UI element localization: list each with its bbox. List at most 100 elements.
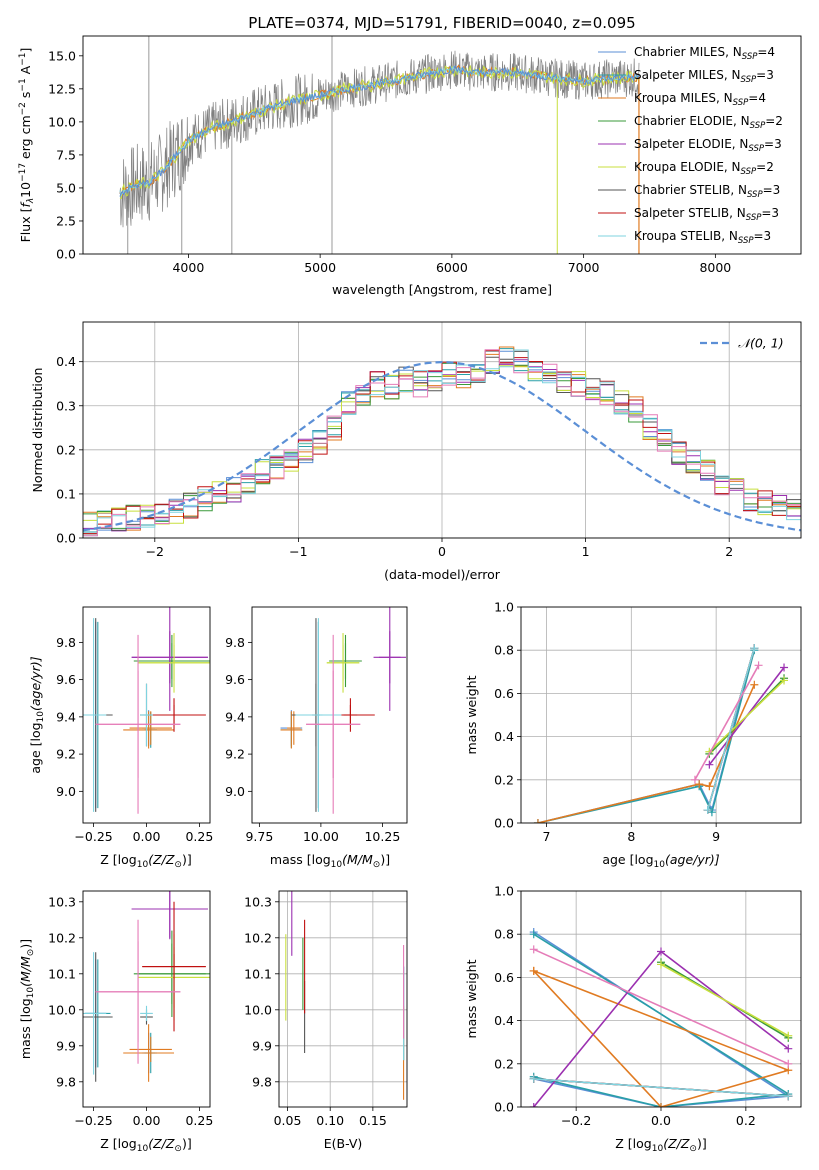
- axes-frame: [520, 606, 802, 824]
- x-tick-label: 5000: [304, 260, 336, 275]
- weight-marker: [533, 819, 542, 823]
- x-tick-label: 0.2: [736, 1113, 756, 1128]
- y-tick-label: 1.0: [494, 884, 514, 899]
- x-tick-label: 0.10: [316, 1113, 344, 1128]
- weight-marker: [690, 775, 699, 784]
- y-tick-label: 9.8: [252, 1074, 272, 1089]
- x-tick-label: 10.00: [303, 829, 339, 844]
- weight-marker: [705, 760, 714, 769]
- y-tick-label: 0.8: [494, 643, 514, 658]
- y-tick-label: 15.0: [48, 48, 76, 63]
- weight-marker: [707, 808, 716, 817]
- axes-frame: [82, 890, 211, 1108]
- x-axis-label: wavelength [Angstrom, rest frame]: [332, 282, 552, 297]
- y-tick-label: 0.4: [56, 354, 76, 369]
- legend-entry: Salpeter ELODIE, NSSP=3: [634, 137, 782, 154]
- y-tick-label: 12.5: [48, 81, 76, 96]
- weight-marker: [657, 1103, 665, 1107]
- y-tick-label: 10.0: [244, 1002, 272, 1017]
- x-tick-label: 4000: [172, 260, 204, 275]
- axes-frame: [82, 35, 802, 255]
- y-tick-label: 0.1: [56, 486, 76, 501]
- x-tick-label: −0.2: [561, 1113, 591, 1128]
- y-tick-label: 0.4: [494, 1013, 514, 1028]
- x-axis-label: (data-model)/error: [384, 567, 501, 582]
- weight-line: [706, 647, 756, 811]
- y-tick-label: 9.4: [225, 709, 245, 724]
- y-tick-label: 7.5: [56, 147, 76, 162]
- weight-line: [708, 679, 785, 753]
- x-tick-label: −2: [146, 544, 164, 559]
- weight-marker: [695, 780, 704, 789]
- y-tick-label: 0.6: [494, 970, 514, 985]
- x-axis-label: age [log10(age/yr)]: [602, 852, 719, 870]
- weight-line: [533, 948, 789, 1065]
- age-vs-mass-chart: 9.75 10.00 10.25 9.0 9.2 9.4 9.6 9.8 mass [log10…: [225, 606, 408, 870]
- x-tick-label: 8: [627, 829, 635, 844]
- weight-line: [660, 963, 789, 1037]
- weight-marker: [529, 1074, 538, 1083]
- weight-line: [533, 970, 791, 1107]
- x-tick-label: 0.00: [133, 829, 161, 844]
- weight-line: [694, 664, 760, 781]
- massweight-vs-age-chart: 7 8 9 0.0 0.2 0.4 0.6 0.8 1.0 mass weight age [log…: [464, 600, 802, 870]
- residual-histogram: [83, 349, 801, 537]
- legend-entry: Kroupa STELIB, NSSP=3: [634, 229, 771, 246]
- mass-vs-EBV-plot-area: [279, 891, 407, 1107]
- y-tick-label: 10.0: [48, 1002, 76, 1017]
- residuals-plot-area: [83, 322, 801, 538]
- x-tick-label: 7000: [568, 260, 600, 275]
- y-tick-label: 10.3: [244, 894, 272, 909]
- legend-entry: Kroupa ELODIE, NSSP=2: [634, 160, 774, 177]
- weight-marker: [705, 782, 714, 791]
- weight-marker: [529, 966, 538, 975]
- weight-marker: [780, 676, 789, 685]
- x-tick-label: 6000: [436, 260, 468, 275]
- y-tick-label: 1.0: [494, 600, 514, 615]
- y-tick-label: 0.4: [494, 729, 514, 744]
- x-axis-label: Z [log10(Z/Z⊙)]: [615, 1136, 706, 1154]
- weight-marker: [784, 1059, 793, 1068]
- weight-marker: [529, 945, 538, 954]
- age-vs-mass-plot-area: [280, 607, 407, 814]
- x-axis-label: mass [log10(M/M⊙)]: [270, 852, 390, 870]
- gaussian-curve: [83, 360, 801, 532]
- y-tick-label: 9.9: [252, 1038, 272, 1053]
- x-tick-label: 10.25: [364, 829, 400, 844]
- y-tick-label: 9.6: [225, 672, 245, 687]
- residuals-chart: −2 −1 0 1 2 0.0 0.1 0.2 0.3 0.4 (data-model)/error…: [30, 321, 802, 582]
- x-tick-label: 7: [542, 829, 550, 844]
- weight-marker: [780, 663, 789, 672]
- x-tick-label: 0.15: [359, 1113, 387, 1128]
- x-tick-label: 0.25: [185, 1113, 213, 1128]
- x-tick-label: 0.0: [651, 1113, 671, 1128]
- mass-vs-Z-plot-area: [83, 891, 210, 1082]
- x-tick-label: −1: [289, 544, 307, 559]
- y-tick-label: 0.2: [56, 442, 76, 457]
- y-tick-label: 9.8: [225, 635, 245, 650]
- x-tick-label: 0.25: [185, 829, 213, 844]
- y-tick-label: 10.0: [48, 114, 76, 129]
- observed-spectrum: [119, 50, 640, 228]
- y-tick-label: 0.3: [56, 398, 76, 413]
- age-vs-Z-chart: −0.25 0.00 0.25 9.0 9.2 9.4 9.6 9.8 Z [log10(Z/Z…: [28, 606, 213, 870]
- axes-frame: [82, 606, 211, 824]
- x-tick-label: 9: [712, 829, 720, 844]
- x-tick-label: 1: [582, 544, 590, 559]
- y-tick-label: 0.0: [56, 531, 76, 546]
- weight-marker: [754, 661, 763, 670]
- y-tick-label: 10.1: [48, 966, 76, 981]
- residual-histogram: [83, 349, 801, 537]
- y-tick-label: 9.4: [56, 709, 76, 724]
- legend-entry: Salpeter MILES, NSSP=3: [634, 68, 774, 85]
- weight-line: [533, 1078, 789, 1097]
- y-axis-label: age [log10(age/yr)]: [28, 656, 46, 773]
- y-axis-label: Flux [fλ10−17 erg cm−2 s−1 A−1]: [18, 48, 36, 243]
- x-tick-label: 2: [725, 544, 733, 559]
- weight-marker: [529, 1103, 538, 1107]
- x-tick-label: 8000: [699, 260, 731, 275]
- y-tick-label: 9.2: [225, 747, 245, 762]
- model-spectrum: [119, 65, 640, 197]
- axes-frame: [520, 890, 802, 1108]
- axes-frame: [278, 890, 408, 1108]
